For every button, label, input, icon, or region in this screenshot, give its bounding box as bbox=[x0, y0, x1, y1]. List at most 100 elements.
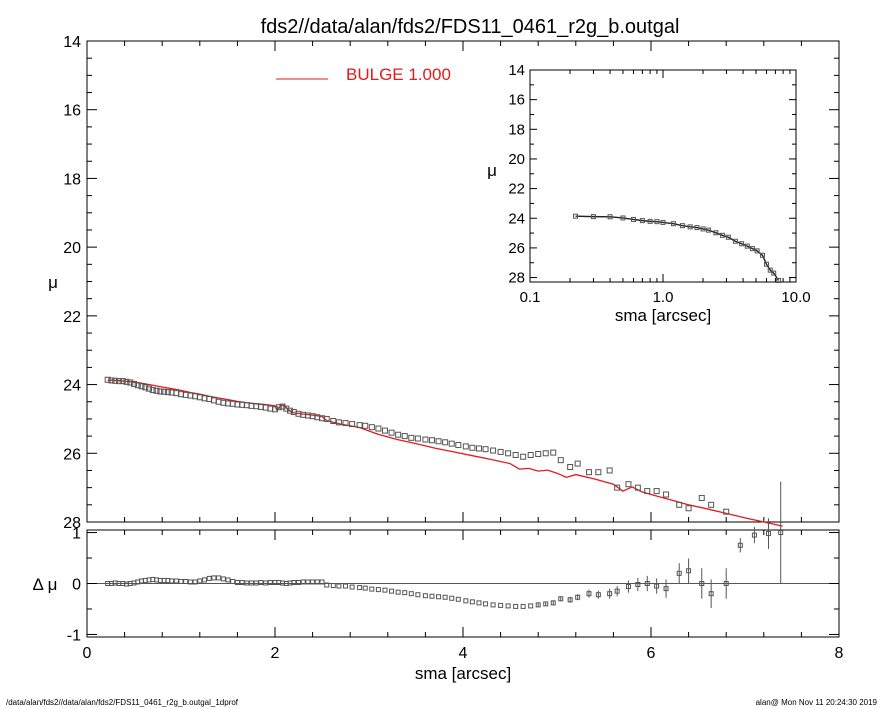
residual-data-point bbox=[476, 600, 482, 606]
inset-data-point bbox=[719, 232, 725, 238]
inset-data-point bbox=[630, 216, 636, 222]
inset-data-point bbox=[700, 226, 706, 232]
inset-data-point bbox=[639, 218, 645, 224]
main-axis-ticks: 14 16 18 20 22 24 26 28 bbox=[63, 34, 840, 532]
profile-data-series bbox=[104, 376, 730, 515]
inset-data-point bbox=[647, 218, 653, 224]
inset-data-point bbox=[706, 227, 712, 233]
inset-data-point bbox=[754, 248, 760, 254]
main-y-tick-label: 20 bbox=[63, 240, 81, 257]
residual-data-point bbox=[336, 583, 342, 589]
profile-data-point bbox=[482, 446, 489, 453]
residual-data-point bbox=[654, 583, 660, 589]
profile-data-point bbox=[157, 388, 164, 395]
profile-data-point bbox=[442, 439, 449, 446]
residual-data-point bbox=[586, 591, 592, 597]
residual-data-point bbox=[520, 603, 526, 609]
residual-data-point bbox=[230, 578, 236, 584]
profile-data-point bbox=[134, 382, 141, 389]
profile-data-point bbox=[520, 453, 527, 460]
residual-data-point bbox=[216, 575, 222, 581]
residual-data-point bbox=[449, 595, 455, 601]
inset-data-point bbox=[654, 219, 660, 225]
residual-x-tick-label: 4 bbox=[459, 645, 468, 662]
residual-x-tick-label: 2 bbox=[271, 645, 280, 662]
profile-data-point bbox=[475, 445, 482, 452]
residual-data-point bbox=[567, 597, 573, 603]
profile-data-point bbox=[567, 464, 574, 471]
residual-data-point bbox=[357, 585, 363, 591]
residual-data-point bbox=[575, 594, 581, 600]
profile-data-point bbox=[401, 433, 408, 440]
profile-data-point bbox=[362, 422, 369, 429]
profile-data-point bbox=[153, 387, 160, 394]
residual-data-point bbox=[607, 591, 613, 597]
residual-data-point bbox=[362, 585, 368, 591]
inset-axis-ticks: 14 16 18 20 22 24 26 28 0.1 1.0 10.0 bbox=[508, 62, 810, 306]
inset-y-tick-label: 18 bbox=[508, 121, 525, 138]
residual-data-point bbox=[324, 582, 330, 588]
residual-data-point bbox=[249, 580, 254, 586]
figure-title: fds2//data/alan/fds2/FDS11_0461_r2g_b.ou… bbox=[261, 16, 680, 38]
profile-data-point bbox=[542, 450, 549, 457]
residual-data-point bbox=[202, 577, 207, 583]
inset-x-tick-label: 0.1 bbox=[520, 289, 541, 306]
residual-data-point bbox=[169, 578, 175, 584]
residual-data-point bbox=[463, 598, 469, 604]
residual-data-point bbox=[319, 579, 325, 585]
residual-data-point bbox=[543, 601, 549, 607]
inset-data-point bbox=[767, 267, 773, 273]
main-y-tick-label: 26 bbox=[63, 446, 81, 463]
profile-data-point bbox=[388, 429, 395, 436]
residual-data-point bbox=[455, 596, 461, 602]
residual-x-tick-label: 8 bbox=[835, 645, 844, 662]
residual-data-point bbox=[258, 579, 264, 585]
inset-y-tick-label: 14 bbox=[508, 62, 525, 79]
residual-data-point bbox=[498, 602, 504, 608]
profile-data-point bbox=[653, 488, 660, 495]
profile-data-point bbox=[287, 407, 294, 414]
residual-data-point bbox=[187, 579, 193, 585]
profile-data-point bbox=[550, 449, 557, 456]
residual-data-point bbox=[178, 578, 184, 584]
profile-data-point bbox=[375, 425, 382, 432]
inset-data-point bbox=[744, 243, 750, 249]
inset-x-tick-label: 1.0 bbox=[653, 289, 674, 306]
residual-data-series bbox=[105, 481, 784, 609]
residual-data-point bbox=[644, 581, 650, 586]
residual-data-point bbox=[300, 579, 306, 585]
residual-data-point bbox=[778, 530, 784, 536]
residual-data-point bbox=[343, 583, 348, 589]
residual-panel: 10-10 2 4 6 8 Δ μ sma [arcsec] bbox=[33, 481, 844, 683]
profile-data-point bbox=[342, 420, 349, 427]
profile-data-point bbox=[634, 484, 641, 491]
profile-data-point bbox=[685, 505, 692, 512]
inset-y-tick-label: 28 bbox=[508, 270, 525, 287]
residual-data-point bbox=[625, 584, 631, 590]
residual-data-point bbox=[310, 579, 316, 585]
profile-data-point bbox=[448, 440, 455, 447]
residual-data-point bbox=[483, 601, 489, 607]
residual-x-axis-label: sma [arcsec] bbox=[415, 664, 511, 683]
inset-data-point bbox=[763, 261, 769, 267]
profile-data-point bbox=[349, 421, 356, 428]
inset-data-point bbox=[671, 221, 677, 227]
profile-data-point bbox=[149, 387, 156, 394]
residual-data-point bbox=[349, 584, 355, 590]
residual-data-point bbox=[436, 594, 442, 600]
inset-log-panel: 14 16 18 20 22 24 26 28 0.1 1.0 10.0 μ sma [arcsec… bbox=[487, 62, 811, 325]
profile-data-point bbox=[146, 385, 153, 392]
profile-data-point bbox=[585, 469, 592, 476]
main-y-tick-label: 14 bbox=[63, 34, 81, 51]
profile-data-point bbox=[698, 494, 705, 501]
profile-data-point bbox=[535, 450, 542, 457]
inset-data-point bbox=[713, 230, 719, 236]
residual-data-point bbox=[686, 568, 692, 574]
profile-data-point bbox=[115, 378, 122, 385]
profile-data-point bbox=[422, 436, 429, 443]
profile-data-point bbox=[512, 452, 519, 459]
profile-data-point bbox=[323, 415, 330, 422]
profile-data-point bbox=[625, 481, 632, 488]
profile-data-point bbox=[356, 422, 363, 429]
